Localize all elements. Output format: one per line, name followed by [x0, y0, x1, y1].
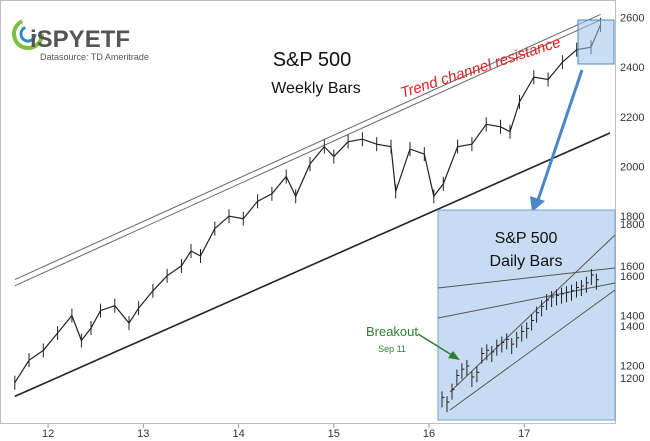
- x-tick-label: 17: [518, 428, 530, 440]
- x-tick-label: 12: [42, 428, 54, 440]
- y-axis: 1200 1400 1600 1800 2000 2200 2400 2600: [620, 12, 644, 372]
- trend-support: [14, 132, 611, 398]
- inset-y-tick-label: 1200: [620, 373, 644, 385]
- logo-swoosh-icon: [12, 18, 44, 50]
- y-tick-label: 2200: [620, 112, 644, 124]
- logo-brand: iSPYETF: [30, 26, 130, 53]
- y-tick-label: 2600: [620, 12, 644, 24]
- breakout-date: Sep 11: [378, 344, 406, 354]
- y-tick-label: 1400: [620, 311, 644, 323]
- highlight-box: [577, 19, 615, 65]
- x-axis: 12 13 14 15 16 17: [42, 424, 530, 440]
- daily-inset: S&P 500 Daily Bars: [437, 209, 616, 421]
- y-tick-label: 1200: [620, 360, 644, 372]
- inset-resistance-upper: [437, 267, 616, 289]
- chart-title: S&P 500: [273, 49, 352, 71]
- y-tick-label: 1800: [620, 211, 644, 223]
- zoom-arrowhead-icon: [530, 196, 545, 212]
- inset-subtitle: Daily Bars: [490, 253, 563, 270]
- daily-series: [441, 269, 599, 413]
- logo-source: Datasource: TD Ameritrade: [40, 52, 149, 62]
- inset-y-tick-label: 1800: [620, 219, 644, 231]
- breakout-arrow: [417, 333, 456, 358]
- inset-background: [437, 209, 616, 421]
- breakout-label: Breakout: [366, 324, 418, 339]
- logo-inner-icon: [19, 25, 37, 43]
- weekly-series: [14, 17, 602, 390]
- logo: iSPYETF Datasource: TD Ameritrade: [12, 18, 149, 62]
- inset-y-tick-label: 1400: [620, 321, 644, 333]
- inset-title: S&P 500: [495, 230, 558, 247]
- y-tick-label: 2400: [620, 62, 644, 74]
- x-tick-label: 13: [137, 428, 149, 440]
- trend-annotation: Trend channel resistance: [398, 34, 562, 102]
- y-tick-label: 1600: [620, 261, 644, 273]
- chart-subtitle: Weekly Bars: [271, 80, 361, 97]
- zoom-arrow: [534, 69, 584, 207]
- x-tick-label: 15: [328, 428, 340, 440]
- trend-resistance-upper: [14, 13, 601, 281]
- y-tick-label: 2000: [620, 162, 644, 174]
- x-tick-label: 14: [232, 428, 244, 440]
- inset-channel-lines: [437, 234, 616, 411]
- inset-y-tick-label: 1600: [620, 271, 644, 283]
- breakout-arrowhead-icon: [448, 351, 460, 360]
- inset-channel-upper: [449, 234, 616, 393]
- trend-resistance-lower: [14, 19, 601, 287]
- inset-channel-lower: [449, 289, 616, 411]
- inset-y-axis: 1800 1600 1400 1200: [620, 219, 644, 385]
- x-tick-label: 16: [423, 428, 435, 440]
- inset-resistance-lower: [437, 282, 616, 319]
